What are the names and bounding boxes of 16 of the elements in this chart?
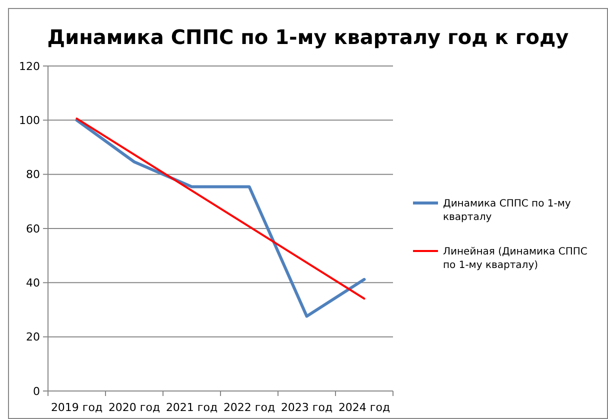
x-tick-label: 2020 год [108,401,160,414]
y-tick-label: 100 [19,114,40,128]
y-tick-label: 60 [26,222,40,236]
x-tick-label: 2024 год [338,401,390,414]
legend-label: Динамика СППС по 1-му кварталу [443,198,571,223]
y-tick-label: 80 [26,168,40,182]
x-tick-label: 2021 год [166,401,218,414]
x-tick-label: 2022 год [223,401,276,414]
x-tick-label: 2019 год [50,401,103,414]
y-tick-label: 120 [19,60,40,73]
chart-title: Динамика СППС по 1-му кварталу год к году [47,25,569,49]
y-tick-label: 20 [26,330,40,344]
legend-label: Линейная (Динамика СППС по 1-му кварталу) [443,246,588,271]
y-tick-label: 40 [26,276,40,290]
x-tick-label: 2023 год [280,401,333,414]
y-tick-label: 0 [33,384,40,398]
